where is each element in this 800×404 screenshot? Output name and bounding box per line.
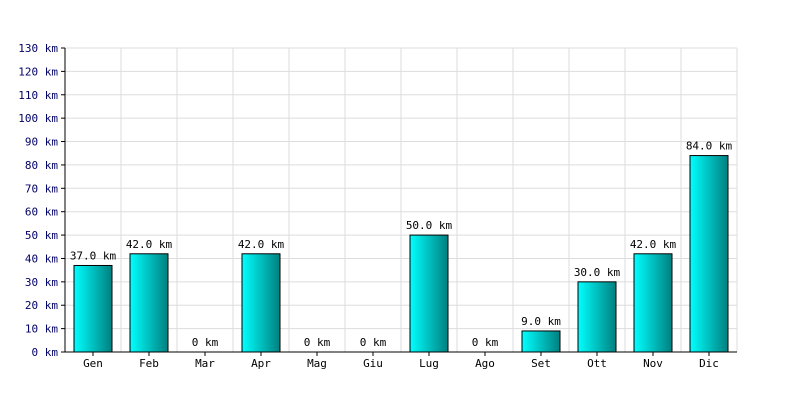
y-tick-label: 20 km xyxy=(25,299,58,312)
axes xyxy=(64,48,737,353)
bar-set xyxy=(521,330,561,353)
data-label-lug: 50.0 km xyxy=(406,219,453,232)
x-tick-label-ott: Ott xyxy=(587,357,607,370)
bar-dic xyxy=(689,155,729,353)
x-tick-label-mar: Mar xyxy=(195,357,215,370)
grid-lines xyxy=(65,47,738,352)
x-tick-label-ago: Ago xyxy=(475,357,495,370)
y-tick-label: 100 km xyxy=(18,112,58,125)
bars xyxy=(73,155,729,353)
y-tick-label: 70 km xyxy=(25,182,58,195)
data-label-mag: 0 km xyxy=(304,336,331,349)
data-label-nov: 42.0 km xyxy=(630,238,677,251)
bar-lug xyxy=(409,234,449,353)
x-tick-label-apr: Apr xyxy=(251,357,271,370)
bar-feb xyxy=(129,253,169,353)
data-label-dic: 84.0 km xyxy=(686,140,733,153)
data-label-set: 9.0 km xyxy=(521,315,561,328)
data-label-mar: 0 km xyxy=(192,336,219,349)
y-tick-label: 80 km xyxy=(25,159,58,172)
x-tick-label-dic: Dic xyxy=(699,357,719,370)
x-tick-label-feb: Feb xyxy=(139,357,159,370)
data-label-ott: 30.0 km xyxy=(574,266,621,279)
x-tick-label-giu: Giu xyxy=(363,357,383,370)
data-label-apr: 42.0 km xyxy=(238,238,285,251)
bar-nov xyxy=(633,253,673,353)
y-tick-label: 130 km xyxy=(18,42,58,55)
y-tick-label: 10 km xyxy=(25,323,58,336)
bar-apr xyxy=(241,253,281,353)
y-tick-label: 40 km xyxy=(25,252,58,265)
y-tick-label: 60 km xyxy=(25,206,58,219)
y-tick-label: 0 km xyxy=(32,346,59,359)
x-tick-label-set: Set xyxy=(531,357,551,370)
data-label-ago: 0 km xyxy=(472,336,499,349)
y-tick-label: 120 km xyxy=(18,65,58,78)
data-label-feb: 42.0 km xyxy=(126,238,173,251)
bar-gen xyxy=(73,264,113,353)
data-label-giu: 0 km xyxy=(360,336,387,349)
y-tick-label: 90 km xyxy=(25,136,58,149)
x-axis-ticks: Gen Feb Mar Apr Mag Giu Lug Ago Set Ott Nov Dic xyxy=(83,352,719,370)
x-tick-label-lug: Lug xyxy=(419,357,439,370)
y-tick-label: 30 km xyxy=(25,276,58,289)
bar-ott xyxy=(577,281,617,353)
x-tick-label-mag: Mag xyxy=(307,357,327,370)
x-tick-label-gen: Gen xyxy=(83,357,103,370)
data-labels: 37.0 km 42.0 km 0 km 42.0 km 0 km 0 km 50.0 km… xyxy=(70,140,733,349)
y-tick-label: 50 km xyxy=(25,229,58,242)
x-tick-label-nov: Nov xyxy=(643,357,663,370)
y-axis-ticks: 0 km 10 km 20 km 30 km 40 km 50 km 60 km 70 km 8… xyxy=(18,42,65,359)
data-label-gen: 37.0 km xyxy=(70,249,117,262)
y-tick-label: 110 km xyxy=(18,89,58,102)
